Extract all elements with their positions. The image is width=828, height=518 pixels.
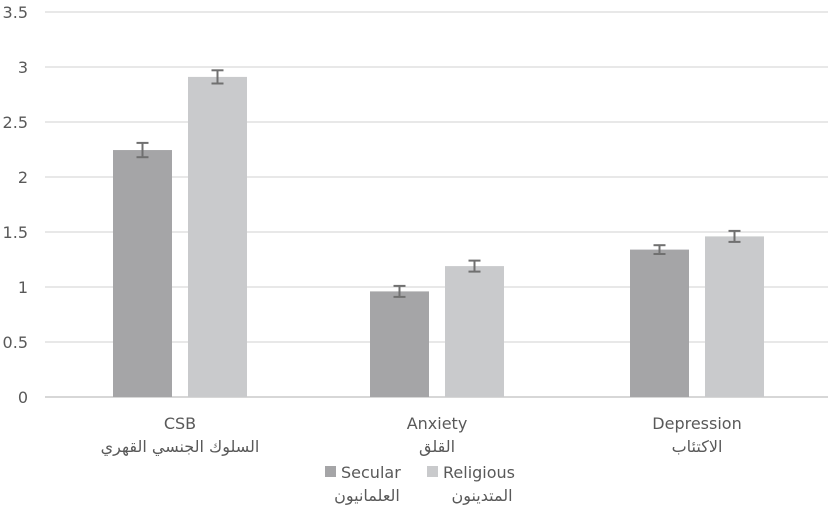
category-label: CSB (164, 414, 196, 433)
bar-secular (370, 291, 429, 397)
y-tick-label: 1.5 (3, 223, 28, 242)
y-tick-label: 2 (18, 168, 28, 187)
category-label-arabic: القلق (419, 437, 455, 457)
category-label-arabic: السلوك الجنسي القهري (101, 437, 260, 457)
bar-religious (705, 236, 764, 397)
legend-swatch (427, 466, 438, 477)
legend-label: Religious (443, 463, 515, 482)
legend-label-arabic: العلمانيون (334, 486, 400, 506)
category-label-arabic: الاكتئاب (672, 437, 723, 456)
y-tick-label: 0.5 (3, 333, 28, 352)
category-label: Anxiety (407, 414, 468, 433)
y-tick-label: 0 (18, 388, 28, 407)
category-label: Depression (652, 414, 741, 433)
legend-label: Secular (341, 463, 401, 482)
bar-religious (445, 266, 504, 397)
legend-swatch (325, 466, 336, 477)
bar-religious (188, 76, 247, 398)
legend-label-arabic: المتدينون (451, 486, 512, 506)
y-tick-label: 2.5 (3, 113, 28, 132)
y-tick-label: 3.5 (3, 3, 28, 22)
y-tick-label: 1 (18, 278, 28, 297)
y-tick-label: 3 (18, 58, 28, 77)
bar-secular (113, 150, 172, 397)
bar-secular (630, 249, 689, 397)
